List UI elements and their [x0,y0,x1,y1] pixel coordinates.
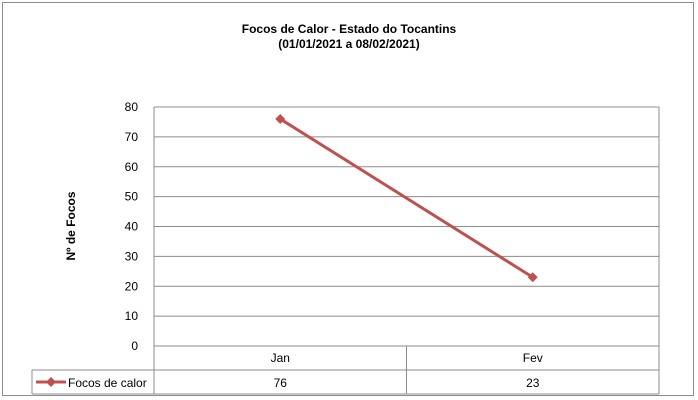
legend-marker-key [46,377,56,387]
data-table [31,346,660,395]
y-tick-label: 0 [131,339,138,353]
chart-subtitle: (01/01/2021 a 08/02/2021) [278,37,420,51]
x-tick-label: Jan [271,351,290,365]
y-tick-label: 20 [125,279,139,293]
y-tick-label: 50 [125,190,139,204]
chart-frame [2,2,694,396]
x-tick-label: Fev [523,351,543,365]
data-point-marker [527,272,538,283]
y-tick-label: 40 [125,220,139,234]
series-line [279,117,534,279]
y-tick-label: 60 [125,160,139,174]
y-axis-label: Nº de Focos [64,191,78,260]
tick-labels: 0 10 20 30 40 50 60 70 80 Jan Fev 76 23 Focos de calo… [68,100,543,390]
y-tick-label: 10 [125,309,139,323]
y-tick-label: 30 [125,249,139,263]
data-table-value: 76 [274,376,288,390]
gridlines [153,106,660,347]
legend-label: Focos de calor [68,376,147,390]
y-tick-label: 80 [125,100,139,114]
data-table-value: 23 [526,376,540,390]
data-point-marker [275,113,286,124]
y-tick-label: 70 [125,130,139,144]
series-layer [275,113,538,283]
chart-title: Focos de Calor - Estado do Tocantins [241,22,457,36]
